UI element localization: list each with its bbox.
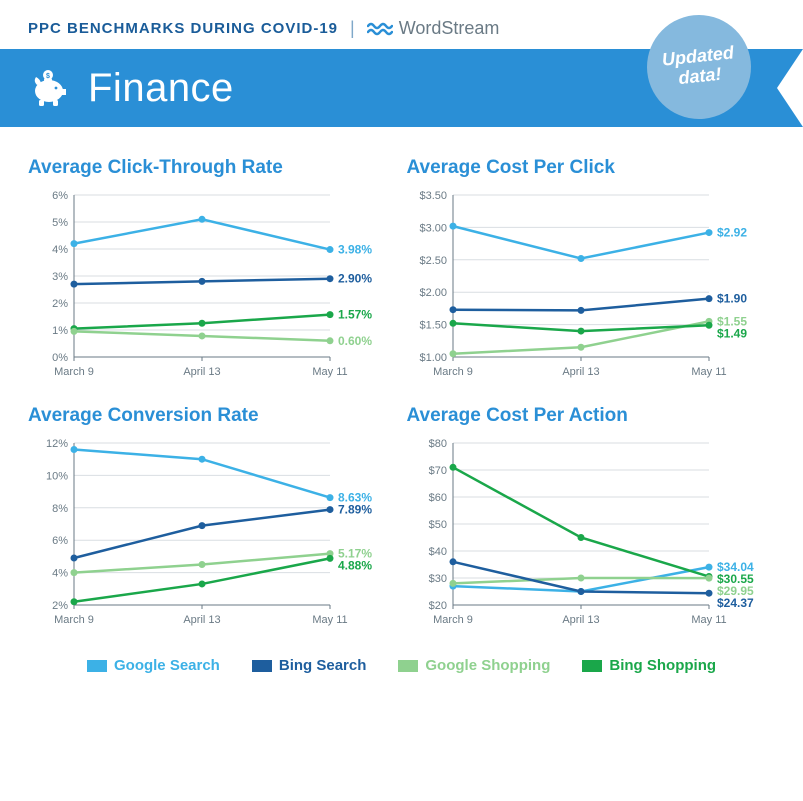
svg-text:$80: $80 [428,438,446,450]
svg-text:March 9: March 9 [54,366,94,378]
legend-item-bing_shopping: Bing Shopping [582,657,716,674]
legend-swatch [398,660,418,672]
chart-block-cpc: Average Cost Per Click $1.00 $1.50 $2.00 $2.… [407,157,776,385]
svg-text:$50: $50 [428,519,446,531]
brand-name: WordStream [399,18,500,39]
svg-text:$: $ [46,73,50,80]
svg-text:March 9: March 9 [433,366,473,378]
svg-text:4%: 4% [52,568,68,580]
legend-swatch [87,660,107,672]
svg-text:0%: 0% [52,352,68,364]
svg-text:$40: $40 [428,546,446,558]
chart-title: Average Cost Per Action [407,405,776,427]
svg-text:5%: 5% [52,217,68,229]
legend-item-bing_search: Bing Search [252,657,367,674]
svg-text:May 11: May 11 [691,366,726,378]
svg-text:May 11: May 11 [312,366,347,378]
legend-swatch [252,660,272,672]
svg-text:April 13: April 13 [183,366,220,378]
svg-text:$1.50: $1.50 [419,320,447,332]
svg-text:May 11: May 11 [691,614,726,626]
legend-label: Bing Search [279,657,367,674]
svg-text:$20: $20 [428,600,446,612]
legend-item-google_search: Google Search [87,657,220,674]
end-label-bing_search: 2.90% [338,272,372,286]
chart-title: Average Cost Per Click [407,157,776,179]
end-label-google_shopping: 0.60% [338,334,372,348]
svg-text:12%: 12% [46,438,68,450]
banner-notch [777,49,803,127]
legend-swatch [582,660,602,672]
svg-text:6%: 6% [52,535,68,547]
svg-text:$2.50: $2.50 [419,255,447,267]
svg-text:3%: 3% [52,271,68,283]
svg-text:April 13: April 13 [562,366,599,378]
series-google_search [453,226,709,258]
legend-item-google_shopping: Google Shopping [398,657,550,674]
chart-ctr: 0% 1% 2% 3% 4% 5% 6% March 9 April 13 May 11 3.98%… [28,185,388,385]
svg-text:2%: 2% [52,600,68,612]
wordstream-wave-icon [367,21,393,37]
svg-text:$30: $30 [428,573,446,585]
end-label-google_search: 3.98% [338,243,372,257]
page-title: Finance [88,66,234,111]
chart-block-ctr: Average Click-Through Rate 0% 1% 2% 3% 4% 5% 6%… [28,157,397,385]
legend-label: Google Search [114,657,220,674]
end-label-bing_search: $1.90 [717,292,747,306]
chart-title: Average Click-Through Rate [28,157,397,179]
svg-text:$3.00: $3.00 [419,222,447,234]
svg-text:1%: 1% [52,325,68,337]
svg-text:$1.00: $1.00 [419,352,447,364]
end-label-bing_shopping: 4.88% [338,559,372,573]
svg-text:$3.50: $3.50 [419,190,447,202]
end-label-bing_shopping: 1.57% [338,308,372,322]
charts-grid: Average Click-Through Rate 0% 1% 2% 3% 4% 5% 6%… [0,127,803,643]
chart-cpa: $20 $30 $40 $50 $60 $70 $80 March 9 April 13 May … [407,433,767,633]
series-bing_search [74,510,330,558]
svg-text:8%: 8% [52,503,68,515]
svg-text:$60: $60 [428,492,446,504]
chart-title: Average Conversion Rate [28,405,397,427]
svg-text:10%: 10% [46,470,68,482]
svg-text:2%: 2% [52,298,68,310]
svg-text:4%: 4% [52,244,68,256]
legend-label: Google Shopping [425,657,550,674]
divider: | [350,18,355,39]
svg-text:March 9: March 9 [54,614,94,626]
svg-text:$2.00: $2.00 [419,287,447,299]
svg-text:April 13: April 13 [183,614,220,626]
legend-label: Bing Shopping [609,657,716,674]
svg-text:$70: $70 [428,465,446,477]
tagline: PPC BENCHMARKS DURING COVID-19 [28,20,338,37]
series-bing_shopping [453,467,709,576]
end-label-bing_search: 7.89% [338,503,372,517]
chart-cpc: $1.00 $1.50 $2.00 $2.50 $3.00 $3.50 March 9 Apr… [407,185,767,385]
svg-text:May 11: May 11 [312,614,347,626]
chart-cvr: 2%4%6%8%10%12%March 9April 13May 118.63%… [28,433,388,633]
svg-text:6%: 6% [52,190,68,202]
end-label-bing_shopping: $1.49 [717,326,747,340]
chart-block-cvr: Average Conversion Rate 2% 4% 6% 8% 10% 12% Mar… [28,405,397,633]
end-label-bing_search: $24.37 [717,596,754,610]
end-label-google_search: $2.92 [717,226,747,240]
brand: WordStream [367,18,500,39]
banner: $ Finance Updated data! [0,49,803,127]
legend: Google Search Bing Search Google Shopping B… [0,643,803,702]
piggy-bank-icon: $ [28,66,72,110]
svg-text:April 13: April 13 [562,614,599,626]
series-google_search [74,219,330,249]
chart-block-cpa: Average Cost Per Action $20 $30 $40 $50 $60 $7… [407,405,776,633]
svg-text:March 9: March 9 [433,614,473,626]
